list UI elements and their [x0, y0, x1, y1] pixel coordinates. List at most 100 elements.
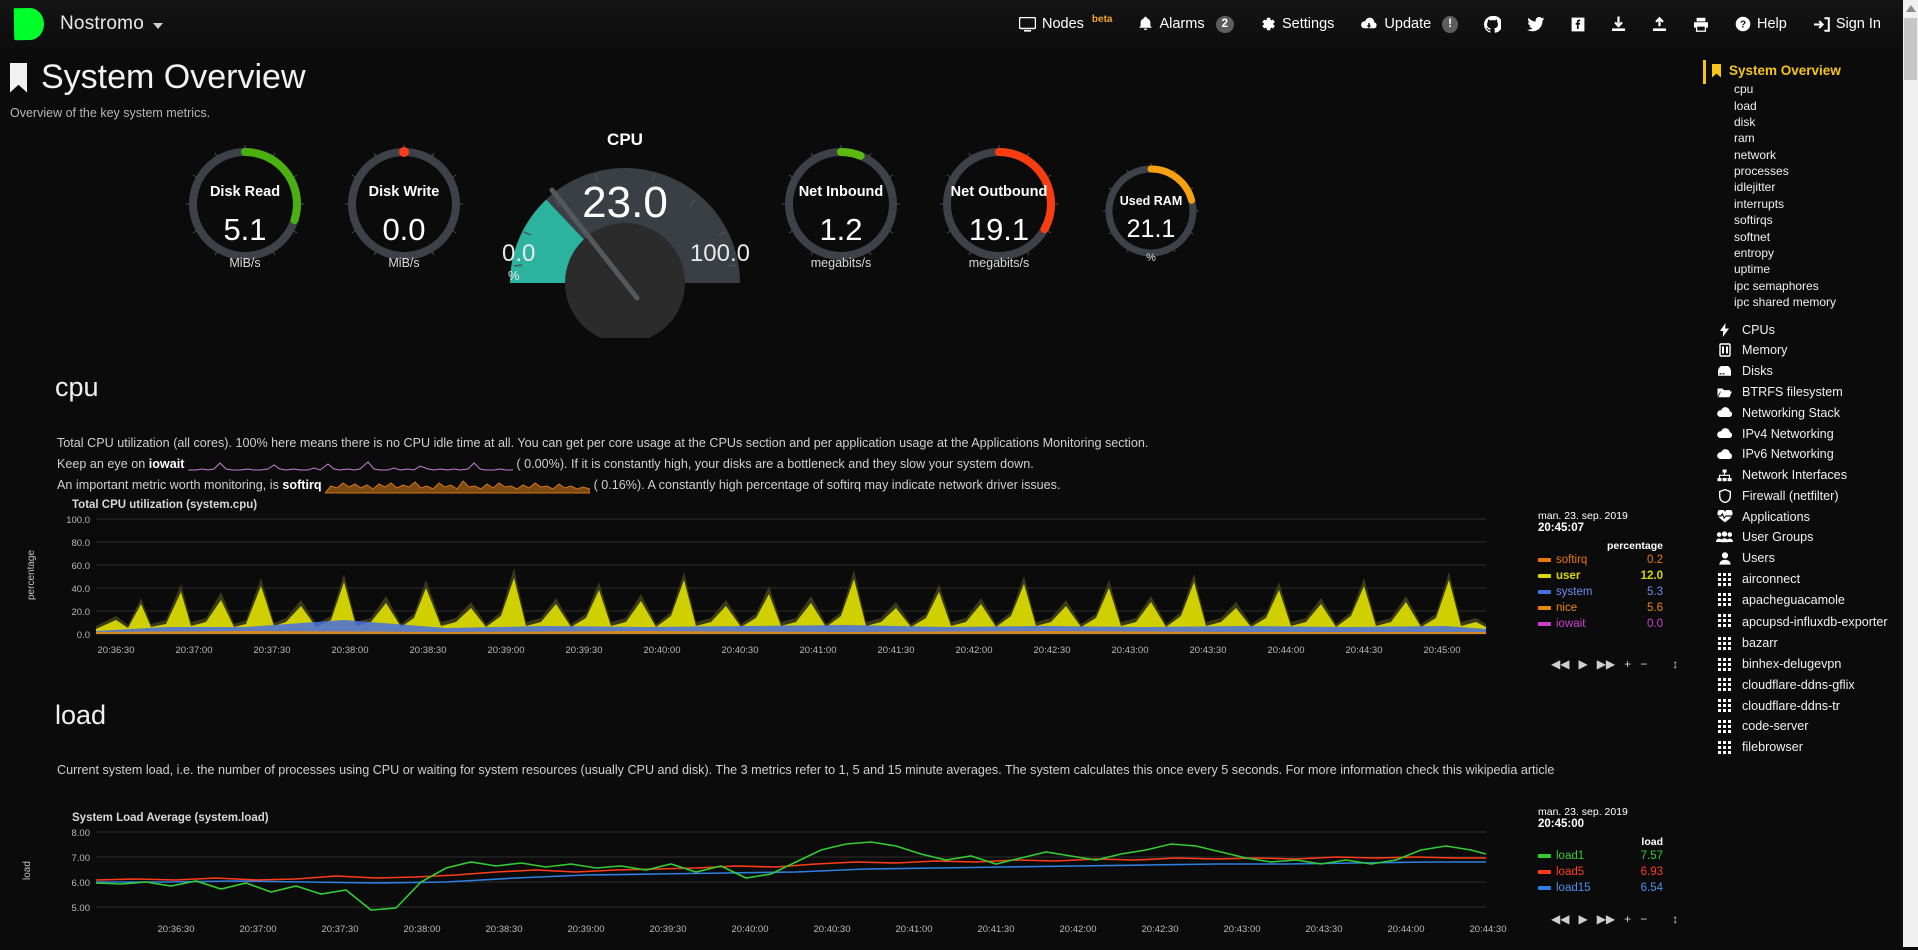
sidebar-item-bazarr[interactable]: bazarr	[1700, 633, 1918, 654]
sidebar-item-users[interactable]: Users	[1700, 548, 1918, 569]
gauge-disk-write[interactable]: Disk Write 0.0 MiB/s	[341, 140, 467, 270]
sidebar-item-processes[interactable]: processes	[1734, 164, 1789, 179]
sidebar-item-filebrowser[interactable]: filebrowser	[1700, 737, 1918, 758]
sidebar-item-uptime[interactable]: uptime	[1734, 262, 1771, 277]
th-icon	[1716, 572, 1733, 586]
sidebar-item-cpus[interactable]: CPUs	[1700, 319, 1918, 340]
sidebar-item-code-server[interactable]: code-server	[1700, 716, 1918, 737]
svg-text:20:43:00: 20:43:00	[1112, 645, 1149, 656]
sidebar-item-btrfs-filesystem[interactable]: BTRFS filesystem	[1700, 382, 1918, 403]
sidebar-item-system-overview[interactable]: System Overview	[1700, 60, 1918, 81]
legend-row-softirq[interactable]: softirq 0.2	[1538, 552, 1663, 568]
svg-text:20:37:00: 20:37:00	[176, 645, 213, 656]
page-scrollbar[interactable]	[1903, 0, 1918, 947]
right-sidebar[interactable]: System Overview cpu load disk ram networ…	[1700, 52, 1918, 947]
sidebar-item-ipc-shared-memory[interactable]: ipc shared memory	[1734, 295, 1837, 310]
svg-text:20:40:30: 20:40:30	[814, 924, 851, 935]
nav-nodes[interactable]: Nodes beta	[1006, 0, 1125, 48]
chart-forward-button-load[interactable]: ▶▶	[1596, 912, 1616, 926]
nav-update[interactable]: Update !	[1347, 0, 1471, 48]
chart-forward-button[interactable]: ▶▶	[1596, 657, 1616, 671]
sidebar-item-cpu[interactable]: cpu	[1734, 82, 1754, 97]
sidebar-item-idlejitter[interactable]: idlejitter	[1734, 180, 1776, 195]
nav-print[interactable]	[1680, 0, 1722, 48]
gauge-net-inbound[interactable]: Net Inbound 1.2 megabits/s	[778, 140, 904, 270]
chart-zoom-in-button-load[interactable]: +	[1624, 912, 1632, 926]
svg-text:0.0: 0.0	[77, 630, 90, 641]
svg-text:60.0: 60.0	[72, 561, 91, 572]
chart-rewind-button[interactable]: ◀◀	[1551, 657, 1570, 671]
chart-zoom-in-button[interactable]: +	[1624, 657, 1632, 671]
sidebar-item-user-groups[interactable]: User Groups	[1700, 527, 1918, 548]
gauge-used-ram[interactable]: Used RAM 21.1 %	[1100, 159, 1202, 264]
nav-sign-in[interactable]: Sign In	[1800, 0, 1894, 48]
nav-facebook[interactable]	[1558, 0, 1598, 48]
page-header: System Overview Overview of the key syst…	[10, 58, 306, 120]
sidebar-item-networking-stack[interactable]: Networking Stack	[1700, 402, 1918, 423]
nav-github[interactable]	[1471, 0, 1514, 48]
nav-settings[interactable]: Settings	[1247, 0, 1347, 48]
sidebar-item-load[interactable]: load	[1734, 98, 1757, 113]
sidebar-item-apacheguacamole[interactable]: apacheguacamole	[1700, 589, 1918, 610]
legend-row-load15[interactable]: load15 6.54	[1538, 880, 1663, 896]
legend-row-load5[interactable]: load5 6.93	[1538, 864, 1663, 880]
gauge-disk-read[interactable]: Disk Read 5.1 MiB/s	[182, 140, 308, 270]
chart-zoom-out-button-load[interactable]: −	[1640, 912, 1648, 926]
legend-value-iowait: 0.0	[1647, 618, 1663, 630]
sidebar-header-label: System Overview	[1729, 63, 1841, 78]
chart-play-button-load[interactable]: ▶	[1578, 912, 1588, 926]
scrollbar-thumb[interactable]	[1904, 18, 1917, 80]
svg-text:20:41:30: 20:41:30	[978, 924, 1015, 935]
nav-export[interactable]	[1639, 0, 1680, 48]
svg-text:20:38:00: 20:38:00	[404, 924, 441, 935]
sidebar-item-network[interactable]: network	[1734, 147, 1777, 162]
chart-load[interactable]: 8.00 7.00 6.00 5.00 20:36:30 20:37:00 20:37…	[46, 820, 1536, 945]
chart-play-button[interactable]: ▶	[1578, 657, 1588, 671]
chart-rewind-button-load[interactable]: ◀◀	[1551, 912, 1570, 926]
sidebar-item-binhex-delugevpn[interactable]: binhex-delugevpn	[1700, 654, 1918, 675]
chart-zoom-out-button[interactable]: −	[1640, 657, 1648, 671]
sidebar-item-cloudflare-ddns-tr[interactable]: cloudflare-ddns-tr	[1700, 695, 1918, 716]
svg-text:40.0: 40.0	[72, 584, 91, 595]
sidebar-item-ipc-semaphores[interactable]: ipc semaphores	[1734, 278, 1819, 293]
cpu-desc-line-2: Keep an eye on iowait ( 0.00%). If it is…	[57, 454, 1377, 475]
sidebar-item-interrupts[interactable]: interrupts	[1734, 196, 1785, 211]
sidebar-item-network-interfaces[interactable]: Network Interfaces	[1700, 465, 1918, 486]
sidebar-item-softirqs[interactable]: softirqs	[1734, 213, 1773, 228]
sitemap-icon	[1716, 469, 1733, 482]
gauge-net-outbound[interactable]: Net Outbound 19.1 megabits/s	[936, 140, 1062, 270]
sidebar-item-cloudflare-ddns-gflix[interactable]: cloudflare-ddns-gflix	[1700, 675, 1918, 696]
sidebar-item-disks[interactable]: Disks	[1700, 361, 1918, 382]
sidebar-item-ram[interactable]: ram	[1734, 131, 1755, 146]
sidebar-item-softnet[interactable]: softnet	[1734, 229, 1771, 244]
sidebar-item-memory[interactable]: Memory	[1700, 340, 1918, 361]
legend-row-nice[interactable]: nice 5.6	[1538, 600, 1663, 616]
sidebar-item-ipv6-networking[interactable]: IPv6 Networking	[1700, 444, 1918, 465]
svg-text:20:43:00: 20:43:00	[1224, 924, 1261, 935]
nav-alarms[interactable]: Alarms 2	[1125, 0, 1247, 48]
chart-resize-handle-load[interactable]: ↕	[1672, 912, 1679, 926]
page-title-row: System Overview	[10, 58, 306, 97]
chart-cpu[interactable]: 100.0 80.0 60.0 40.0 20.0 0.0 20:36:30 20:37:…	[46, 508, 1536, 668]
nav-help[interactable]: ? Help	[1722, 0, 1800, 48]
nav-twitter[interactable]	[1514, 0, 1558, 48]
sidebar-item-ipv4-networking[interactable]: IPv4 Networking	[1700, 423, 1918, 444]
gauge-cpu[interactable]: CPU 23.0 0.0 % 100.0	[500, 130, 750, 338]
legend-row-user[interactable]: user 12.0	[1538, 568, 1663, 584]
sidebar-item-firewall[interactable]: Firewall (netfilter)	[1700, 486, 1918, 507]
sidebar-item-apcupsd-influxdb-exporter[interactable]: apcupsd-influxdb-exporter	[1700, 610, 1918, 633]
chart-resize-handle[interactable]: ↕	[1672, 657, 1679, 671]
sidebar-item-entropy[interactable]: entropy	[1734, 245, 1775, 260]
legend-row-iowait[interactable]: iowait 0.0	[1538, 616, 1663, 632]
legend-row-system[interactable]: system 5.3	[1538, 584, 1663, 600]
sidebar-item-applications[interactable]: Applications	[1700, 506, 1918, 527]
legend-row-load1[interactable]: load1 7.57	[1538, 848, 1663, 864]
brand[interactable]: Nostromo	[0, 7, 163, 41]
scroll-up-arrow-icon[interactable]	[1906, 5, 1916, 12]
sidebar-item-disk[interactable]: disk	[1734, 114, 1756, 129]
svg-text:7.00: 7.00	[72, 853, 91, 864]
nav-import[interactable]	[1598, 0, 1639, 48]
chevron-down-icon[interactable]	[152, 23, 163, 29]
sidebar-label-binhex-delugevpn: binhex-delugevpn	[1742, 657, 1842, 672]
sidebar-item-airconnect[interactable]: airconnect	[1700, 569, 1918, 590]
